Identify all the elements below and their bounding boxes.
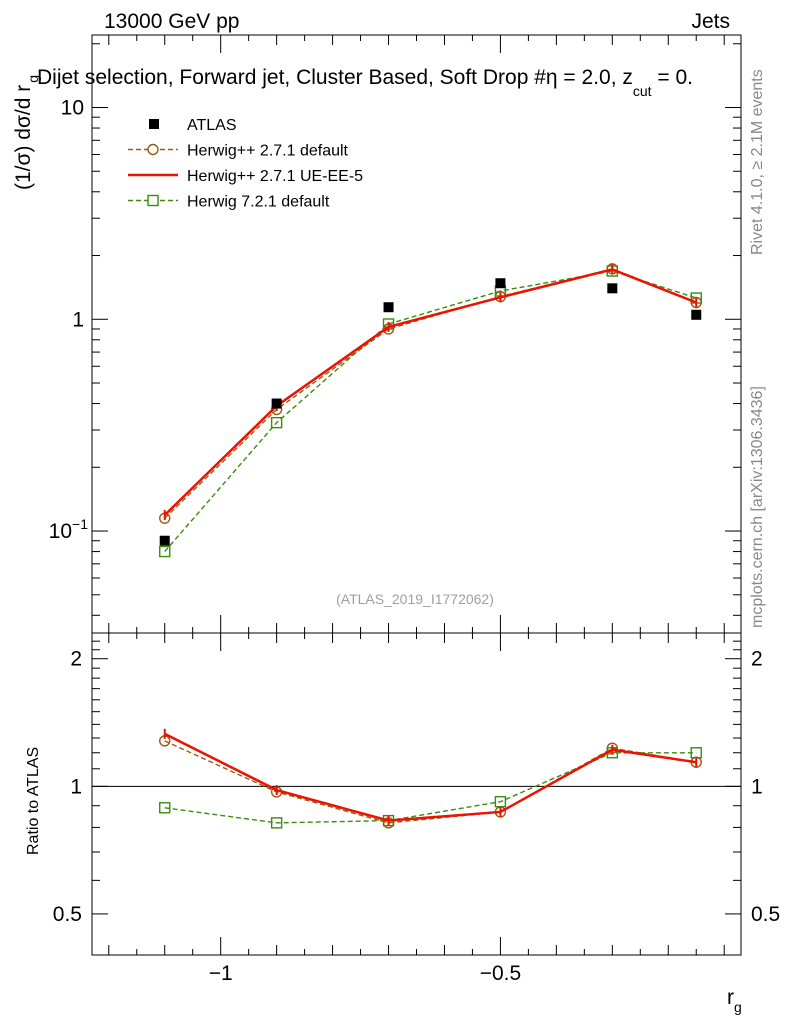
plot-title-eta: η — [546, 66, 558, 89]
herwig721_default-point — [159, 545, 171, 558]
x-axis-label-sub: g — [734, 999, 742, 1015]
atlas-point — [271, 398, 282, 409]
legend: ATLAS Herwig++ 2.7.1 default Herwig++ 2.7.… — [128, 117, 363, 211]
y-axis-label-main: (1/σ) dσ/d r — [12, 85, 35, 190]
plot-title-tail: = 0. — [652, 66, 693, 89]
legend-label-herwigpp_default: Herwig++ 2.7.1 default — [187, 143, 349, 160]
atlas-point — [159, 535, 170, 546]
legend-marker-herwig721_default — [147, 194, 159, 207]
ratio-y-tick-label-left: 1 — [70, 775, 82, 798]
atlas-point — [607, 283, 618, 294]
x-axis-label-main: r — [727, 986, 734, 1009]
y-tick-label: 10−1 — [49, 516, 89, 543]
herwigpp_ueee5-line — [163, 268, 697, 516]
herwig721_default-line-ratio — [164, 752, 697, 824]
y-tick-label: 1 — [72, 308, 84, 331]
x-tick-label: −0.5 — [480, 962, 521, 985]
x-tick-label: −1 — [209, 962, 233, 985]
axis-ticks — [92, 35, 741, 956]
legend-label-herwig721_default: Herwig 7.2.1 default — [187, 194, 330, 211]
ratio-y-tick-label-right: 2 — [751, 648, 763, 671]
plot-title-eq: = 2.0, z — [558, 66, 633, 89]
ratio-series-group — [159, 728, 702, 829]
mcplots-label: mcplots.cern.ch [arXiv:1306.3436] — [749, 386, 766, 628]
plot-title: Dijet selection, Forward jet, Cluster Ba… — [37, 66, 693, 99]
atlas-point — [691, 309, 702, 320]
rivet-version-label: Rivet 4.1.0, ≥ 2.1M events — [749, 69, 766, 255]
legend-marker-atlas — [149, 119, 159, 129]
ratio-y-tick-label-left: 2 — [70, 648, 82, 671]
ratio-plot-frame — [91, 632, 742, 956]
herwig721_default-point-ratio — [159, 802, 171, 814]
herwigpp_default-line — [164, 268, 697, 519]
y-axis-label: (1/σ) dσ/d r g — [12, 75, 41, 190]
legend-label-herwigpp_ueee5: Herwig++ 2.7.1 UE-EE-5 — [187, 168, 363, 185]
main-series-group — [159, 263, 702, 558]
jets-label: Jets — [691, 10, 730, 33]
energy-label: 13000 GeV pp — [104, 10, 239, 33]
ratio-axis-label: Ratio to ATLAS — [25, 747, 42, 855]
y-tick-label-base: 10 — [49, 520, 72, 543]
herwig721_default-point-ratio — [270, 817, 283, 829]
y-axis-label-sub: g — [25, 75, 41, 83]
x-axis-label: rg — [727, 986, 742, 1015]
legend-label-atlas: ATLAS — [187, 117, 237, 134]
atlas-point — [383, 302, 394, 313]
herwig721_default-line — [164, 270, 697, 553]
plot-title-main: Dijet selection, Forward jet, Cluster Ba… — [37, 66, 546, 89]
analysis-id-label: (ATLAS_2019_I1772062) — [336, 591, 494, 607]
plot-title-sub: cut — [633, 83, 652, 99]
atlas-point — [495, 278, 506, 289]
legend-marker-herwigpp_default — [147, 143, 159, 156]
y-tick-label-exp: −1 — [72, 516, 88, 532]
ratio-y-tick-label-left: 0.5 — [53, 903, 82, 926]
herwig721_default-point — [270, 416, 283, 429]
herwigpp_ueee5-line-ratio — [164, 732, 697, 822]
ratio-y-tick-label-right: 1 — [751, 775, 763, 798]
ratio-y-tick-label-right: 0.5 — [751, 903, 780, 926]
y-tick-label: 10 — [61, 97, 84, 120]
